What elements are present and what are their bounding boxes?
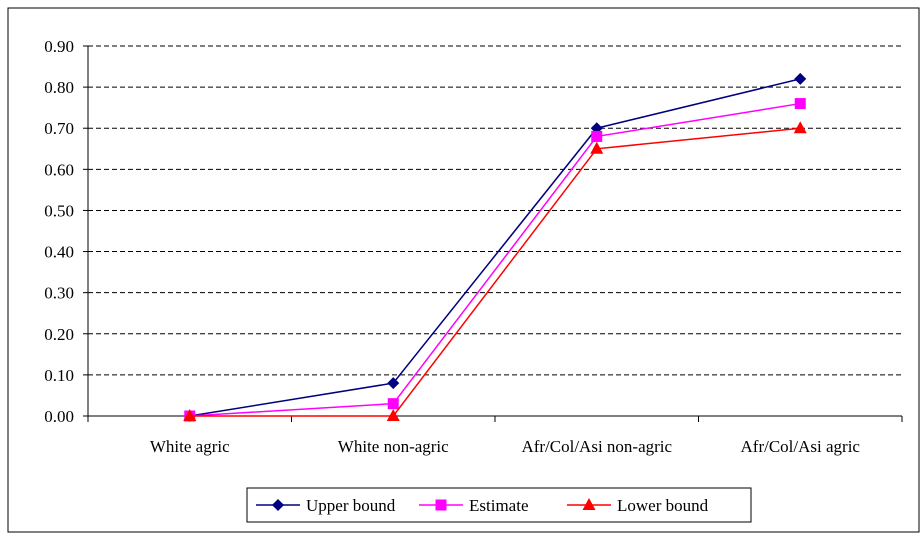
y-tick-label: 0.00	[44, 407, 74, 426]
series-lines	[183, 72, 807, 422]
legend-marker	[272, 499, 284, 511]
y-tick-label: 0.60	[44, 160, 74, 179]
data-point	[387, 398, 399, 410]
y-tick-label: 0.40	[44, 243, 74, 262]
data-point	[794, 72, 807, 85]
legend-item: Estimate	[419, 496, 528, 515]
y-tick-label: 0.90	[44, 37, 74, 56]
x-tick-label: White non-agric	[338, 437, 449, 456]
data-point	[793, 121, 807, 134]
series-line	[189, 127, 801, 417]
legend-marker	[435, 499, 447, 511]
data-point	[183, 409, 197, 421]
series-line	[189, 78, 801, 417]
data-point	[590, 141, 604, 154]
legend-item: Upper bound	[256, 496, 396, 515]
data-point	[386, 409, 400, 421]
legend-item: Lower bound	[567, 496, 709, 515]
x-tick-label: White agric	[150, 437, 230, 456]
legend-marker	[582, 498, 596, 510]
y-tick-labels: 0.00 0.10 0.20 0.30 0.40 0.50 0.60 0.70 0.80 0.90	[44, 37, 74, 426]
data-point	[591, 130, 603, 142]
x-tick-label: Afr/Col/Asi non-agric	[521, 437, 672, 456]
data-point	[794, 98, 806, 110]
y-tick-label: 0.50	[44, 201, 74, 220]
legend-label: Estimate	[469, 496, 528, 515]
series-line	[189, 102, 801, 417]
x-tick-label: Afr/Col/Asi agric	[741, 437, 861, 456]
chart-border	[7, 7, 920, 533]
x-tick-labels: White agric White non-agric Afr/Col/Asi no…	[150, 437, 861, 456]
y-tick-label: 0.70	[44, 119, 74, 138]
legend-box	[246, 487, 752, 523]
legend-label: Lower bound	[617, 496, 709, 515]
y-tick-label: 0.10	[44, 366, 74, 385]
y-tick-label: 0.80	[44, 78, 74, 97]
legend-label: Upper bound	[306, 496, 396, 515]
y-tick-label: 0.30	[44, 284, 74, 303]
y-tick-label: 0.20	[44, 325, 74, 344]
data-point	[387, 377, 400, 390]
legend: Upper bound Estimate Lower bound	[246, 487, 752, 523]
series-lower-bound	[183, 121, 807, 421]
